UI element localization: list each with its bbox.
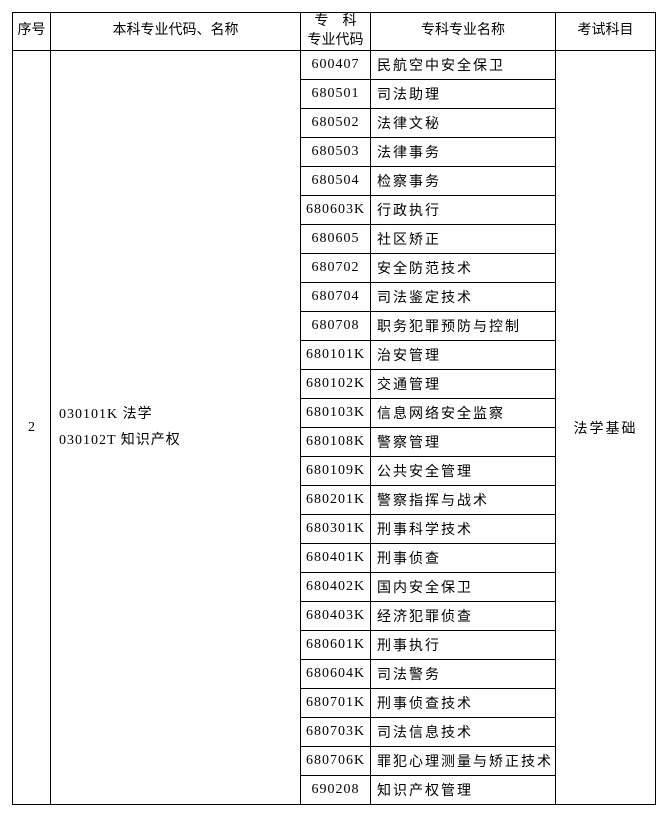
code-cell: 680601K <box>301 631 371 660</box>
name-cell: 检察事务 <box>371 167 556 196</box>
code-cell: 680501 <box>301 80 371 109</box>
name-cell: 司法信息技术 <box>371 718 556 747</box>
name-cell: 刑事科学技术 <box>371 515 556 544</box>
code-cell: 680109K <box>301 457 371 486</box>
code-cell: 680708 <box>301 312 371 341</box>
code-cell: 680703K <box>301 718 371 747</box>
name-cell: 公共安全管理 <box>371 457 556 486</box>
name-cell: 法律文秘 <box>371 109 556 138</box>
name-cell: 民航空中安全保卫 <box>371 51 556 80</box>
name-cell: 社区矫正 <box>371 225 556 254</box>
majors-table: 序号 本科专业代码、名称 专 科 专业代码 专科专业名称 考试科目 203010… <box>12 12 656 805</box>
name-cell: 警察管理 <box>371 428 556 457</box>
name-cell: 刑事侦查技术 <box>371 689 556 718</box>
code-cell: 680102K <box>301 370 371 399</box>
header-index: 序号 <box>13 13 51 51</box>
code-cell: 680103K <box>301 399 371 428</box>
header-name: 专科专业名称 <box>371 13 556 51</box>
name-cell: 国内安全保卫 <box>371 573 556 602</box>
name-cell: 安全防范技术 <box>371 254 556 283</box>
code-cell: 680402K <box>301 573 371 602</box>
code-cell: 680403K <box>301 602 371 631</box>
name-cell: 职务犯罪预防与控制 <box>371 312 556 341</box>
table-header-row: 序号 本科专业代码、名称 专 科 专业代码 专科专业名称 考试科目 <box>13 13 656 51</box>
name-cell: 司法鉴定技术 <box>371 283 556 312</box>
name-cell: 法律事务 <box>371 138 556 167</box>
exam-cell: 法学基础 <box>556 51 656 805</box>
code-cell: 690208 <box>301 776 371 805</box>
name-cell: 知识产权管理 <box>371 776 556 805</box>
code-cell: 680201K <box>301 486 371 515</box>
name-cell: 警察指挥与战术 <box>371 486 556 515</box>
header-major: 本科专业代码、名称 <box>51 13 301 51</box>
name-cell: 经济犯罪侦查 <box>371 602 556 631</box>
name-cell: 司法警务 <box>371 660 556 689</box>
major-line: 030102T 知识产权 <box>59 428 300 453</box>
code-cell: 680503 <box>301 138 371 167</box>
code-cell: 680702 <box>301 254 371 283</box>
code-cell: 680108K <box>301 428 371 457</box>
header-code-line1: 专 科 <box>315 14 357 29</box>
name-cell: 交通管理 <box>371 370 556 399</box>
major-line: 030101K 法学 <box>59 402 300 427</box>
code-cell: 680701K <box>301 689 371 718</box>
code-cell: 680301K <box>301 515 371 544</box>
code-cell: 680502 <box>301 109 371 138</box>
code-cell: 680704 <box>301 283 371 312</box>
name-cell: 罪犯心理测量与矫正技术 <box>371 747 556 776</box>
name-cell: 信息网络安全监察 <box>371 399 556 428</box>
code-cell: 680604K <box>301 660 371 689</box>
code-cell: 680401K <box>301 544 371 573</box>
header-exam: 考试科目 <box>556 13 656 51</box>
name-cell: 行政执行 <box>371 196 556 225</box>
name-cell: 司法助理 <box>371 80 556 109</box>
code-cell: 680101K <box>301 341 371 370</box>
code-cell: 680603K <box>301 196 371 225</box>
header-code-line2: 专业代码 <box>308 33 364 48</box>
table-body: 2030101K 法学030102T 知识产权600407民航空中安全保卫法学基… <box>13 51 656 805</box>
table-row: 2030101K 法学030102T 知识产权600407民航空中安全保卫法学基… <box>13 51 656 80</box>
name-cell: 刑事侦查 <box>371 544 556 573</box>
name-cell: 治安管理 <box>371 341 556 370</box>
code-cell: 680605 <box>301 225 371 254</box>
code-cell: 680504 <box>301 167 371 196</box>
index-cell: 2 <box>13 51 51 805</box>
code-cell: 600407 <box>301 51 371 80</box>
header-code: 专 科 专业代码 <box>301 13 371 51</box>
name-cell: 刑事执行 <box>371 631 556 660</box>
code-cell: 680706K <box>301 747 371 776</box>
major-cell: 030101K 法学030102T 知识产权 <box>51 51 301 805</box>
